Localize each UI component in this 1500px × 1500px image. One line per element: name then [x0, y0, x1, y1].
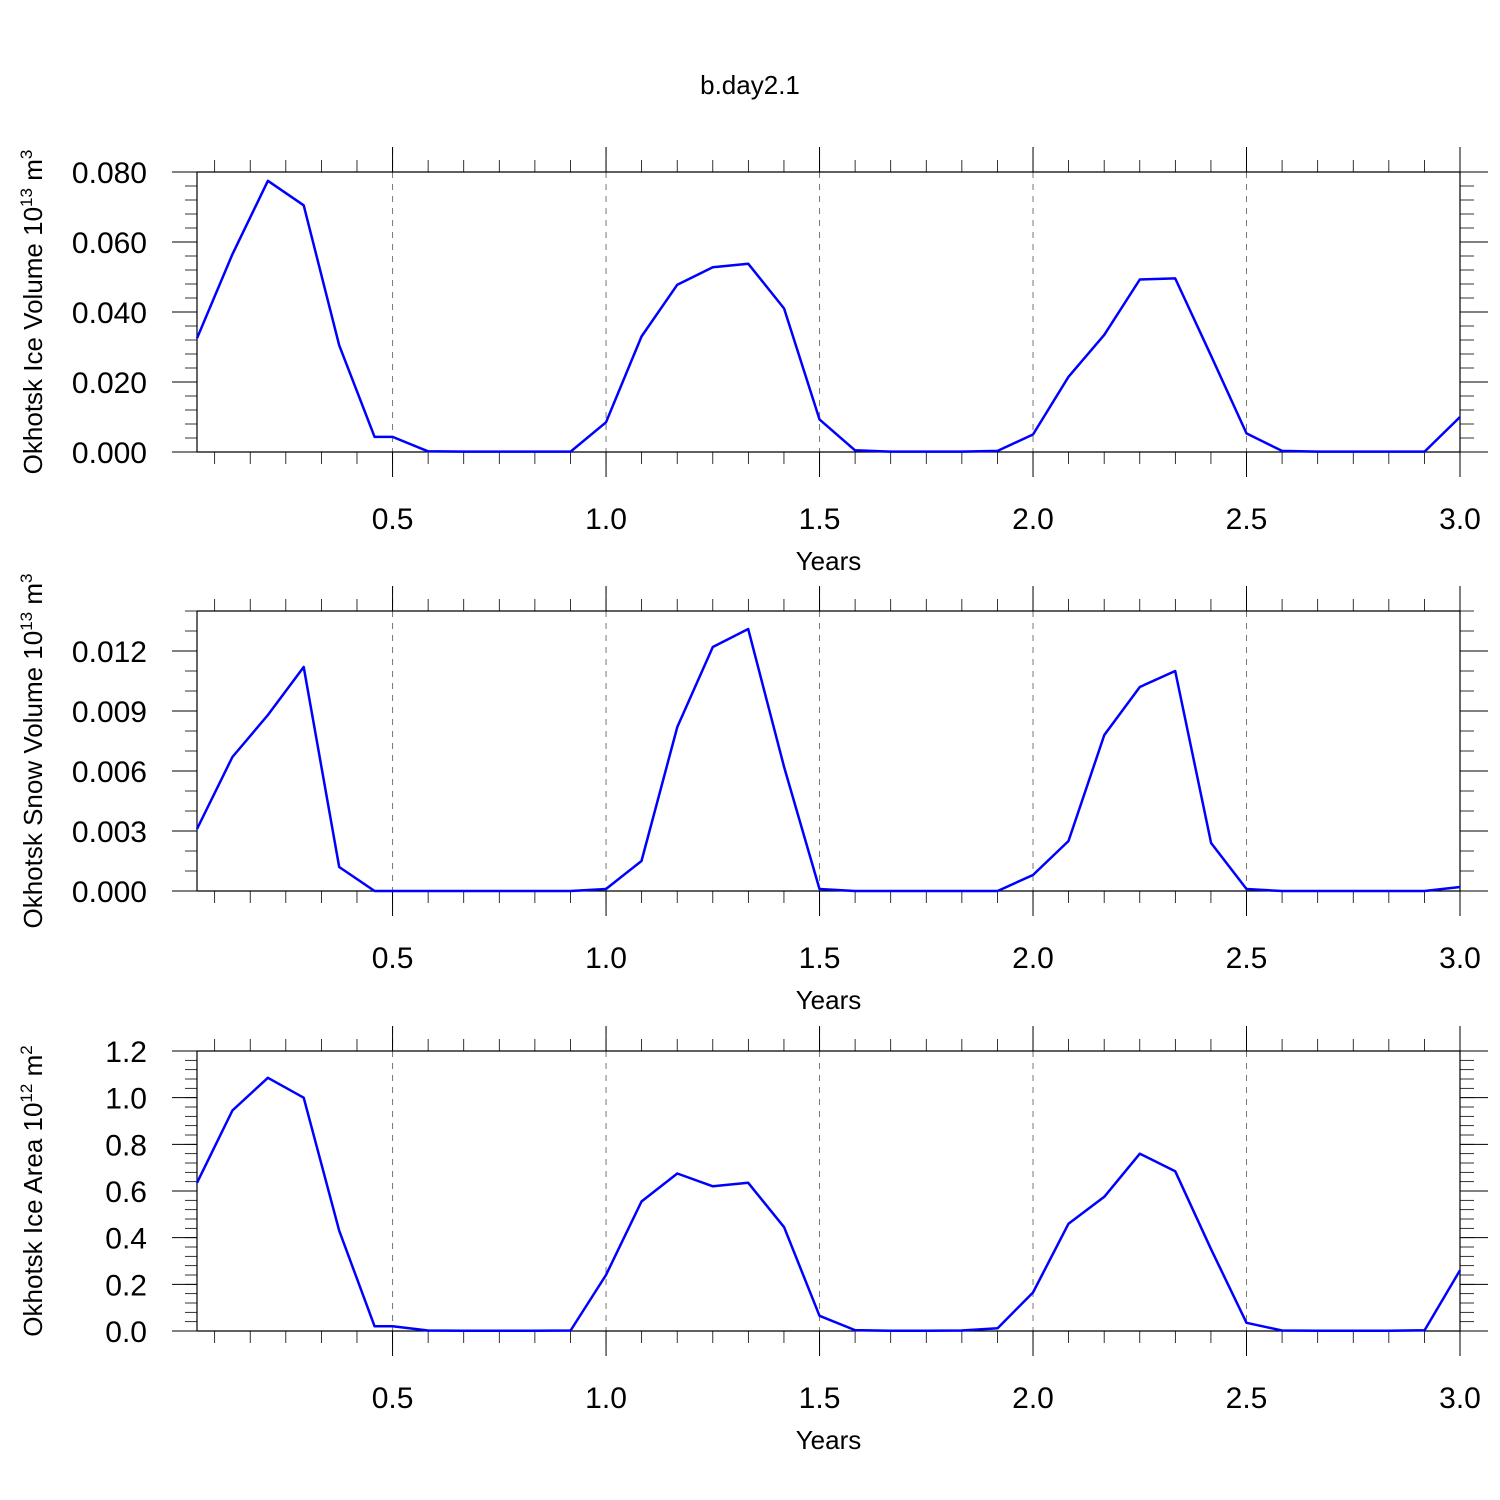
y-tick-label: 1.2 [105, 1036, 147, 1069]
x-tick-label: 2.5 [1226, 942, 1268, 975]
x-tick-label: 0.5 [372, 1382, 414, 1415]
y-tick-label: 0.012 [72, 636, 147, 669]
y-axis-label: Okhotsk Ice Volume 1013 m3 [17, 150, 48, 475]
series-line [195, 1076, 1462, 1333]
x-tick-label: 0.5 [372, 942, 414, 975]
y-tick-label: 0.003 [72, 816, 147, 849]
chart-panel-3: 0.0 0.2 0.4 0.6 0.8 1.0 1.2 0.5 1.0 1.5 2.0 2.5 3.0 Y… [17, 1026, 1488, 1455]
x-tick-label: 3.0 [1439, 1382, 1481, 1415]
x-axis-label: Years [796, 985, 862, 1015]
y-tick-label: 0.000 [72, 876, 147, 909]
y-tick-label: 0.6 [105, 1176, 147, 1209]
y-tick-label: 0.009 [72, 696, 147, 729]
y-tick-label: 0.080 [72, 157, 147, 190]
y-tick-label: 0.020 [72, 367, 147, 400]
x-tick-label: 1.5 [799, 1382, 841, 1415]
x-tick-label: 0.5 [372, 503, 414, 536]
x-tick-label: 3.0 [1439, 503, 1481, 536]
series-line [195, 179, 1461, 453]
figure-title: b.day2.1 [700, 70, 800, 100]
x-tick-label: 1.0 [585, 503, 627, 536]
x-tick-label: 1.0 [585, 1382, 627, 1415]
x-tick-label: 1.0 [585, 942, 627, 975]
chart-panel-1: 0.000 0.020 0.040 0.060 0.080 0.5 1.0 1.5 2.0 2.5… [17, 147, 1488, 576]
x-tick-label: 3.0 [1439, 942, 1481, 975]
y-tick-label: 1.0 [105, 1083, 147, 1116]
x-axis-label: Years [796, 1425, 862, 1455]
x-tick-label: 1.5 [799, 503, 841, 536]
y-axis-label: Okhotsk Snow Volume 1013 m3 [17, 574, 48, 929]
y-tick-label: 0.0 [105, 1316, 147, 1349]
y-tick-label: 0.000 [72, 437, 147, 470]
x-tick-label: 2.0 [1012, 1382, 1054, 1415]
y-tick-label: 0.040 [72, 297, 147, 330]
x-tick-label: 2.5 [1226, 1382, 1268, 1415]
x-tick-label: 2.5 [1226, 503, 1268, 536]
y-axis-label: Okhotsk Ice Area 1012 m2 [17, 1045, 48, 1336]
y-tick-label: 0.006 [72, 756, 147, 789]
chart-panel-2: 0.000 0.003 0.006 0.009 0.012 0.5 1.0 1.5 2.0 2.5… [17, 574, 1488, 1015]
y-tick-label: 0.8 [105, 1129, 147, 1162]
series-line [195, 627, 1461, 893]
x-tick-label: 2.0 [1012, 503, 1054, 536]
x-axis-label: Years [796, 546, 862, 576]
x-tick-label: 1.5 [799, 942, 841, 975]
x-tick-label: 2.0 [1012, 942, 1054, 975]
y-tick-label: 0.4 [105, 1223, 147, 1256]
y-tick-label: 0.060 [72, 227, 147, 260]
y-tick-label: 0.2 [105, 1269, 147, 1302]
